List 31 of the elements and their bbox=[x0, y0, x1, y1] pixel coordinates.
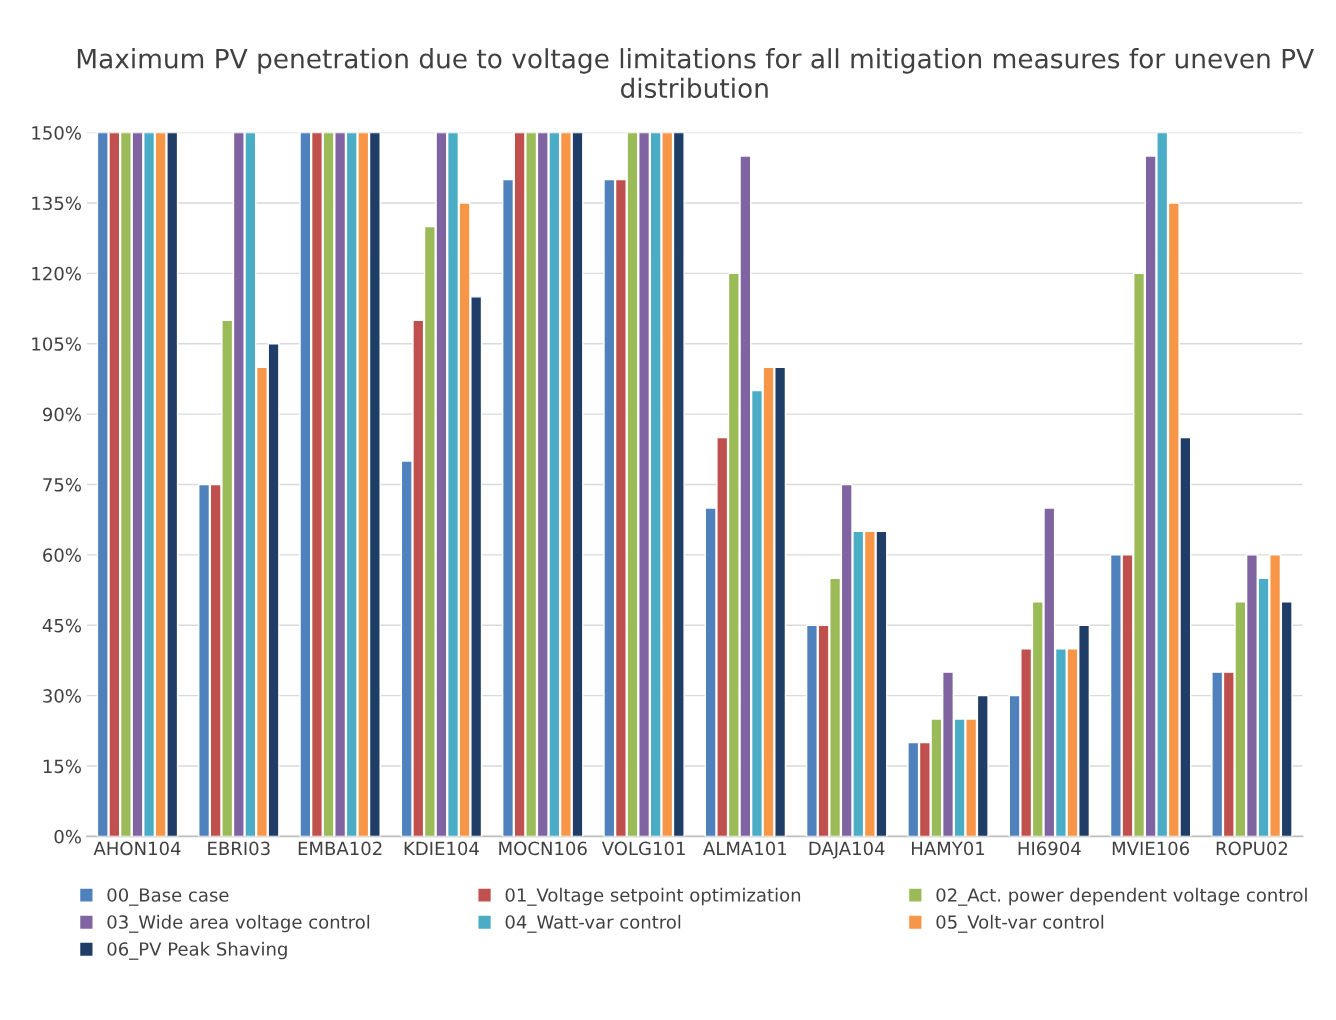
y-tick-label: 90% bbox=[42, 407, 81, 422]
legend-label: 01_Voltage setpoint optimization bbox=[505, 887, 801, 906]
x-tick-label: VOLG101 bbox=[601, 841, 685, 856]
legend-label: 00_Base case bbox=[107, 888, 229, 906]
y-tick-label: 45% bbox=[42, 618, 81, 633]
y-tick-label: 150% bbox=[32, 126, 81, 140]
y-tick-label: 0% bbox=[54, 829, 81, 844]
x-tick-label: DAJA104 bbox=[809, 841, 885, 859]
x-tick-label: MVIE106 bbox=[1112, 841, 1190, 856]
x-tick-label: HAMY01 bbox=[912, 841, 985, 856]
x-tick-label: EBRI03 bbox=[208, 841, 270, 856]
legend-label: 05_Volt-var control bbox=[936, 914, 1104, 933]
legend-label: 06_PV Peak Shaving bbox=[107, 941, 287, 960]
x-tick-label: HI6904 bbox=[1018, 841, 1081, 856]
x-tick-label: EMBA102 bbox=[298, 841, 382, 856]
y-tick-label: 75% bbox=[43, 477, 81, 492]
x-tick-label: AHON104 bbox=[93, 841, 181, 856]
y-tick-label: 30% bbox=[43, 689, 81, 703]
legend-label: 03_Wide area voltage control bbox=[107, 914, 370, 933]
y-tick-label: 15% bbox=[43, 759, 81, 774]
y-tick-label: 135% bbox=[32, 196, 81, 211]
chart-title: Maximum PV penetration due to voltage limitations for all mitigation measures for uneven PV distribution bbox=[77, 48, 1314, 99]
x-tick-label: ALMA101 bbox=[703, 841, 787, 856]
legend-label: 02_Act. power dependent voltage control bbox=[936, 887, 1307, 906]
x-tick-label: MOCN106 bbox=[499, 841, 587, 856]
x-tick-label: KDIE104 bbox=[404, 841, 479, 856]
y-tick-label: 120% bbox=[32, 266, 81, 281]
y-tick-label: 105% bbox=[32, 337, 81, 351]
x-tick-label: ROPU02 bbox=[1216, 841, 1288, 856]
y-tick-label: 60% bbox=[43, 548, 81, 562]
legend-label: 04_Watt-var control bbox=[505, 914, 681, 933]
